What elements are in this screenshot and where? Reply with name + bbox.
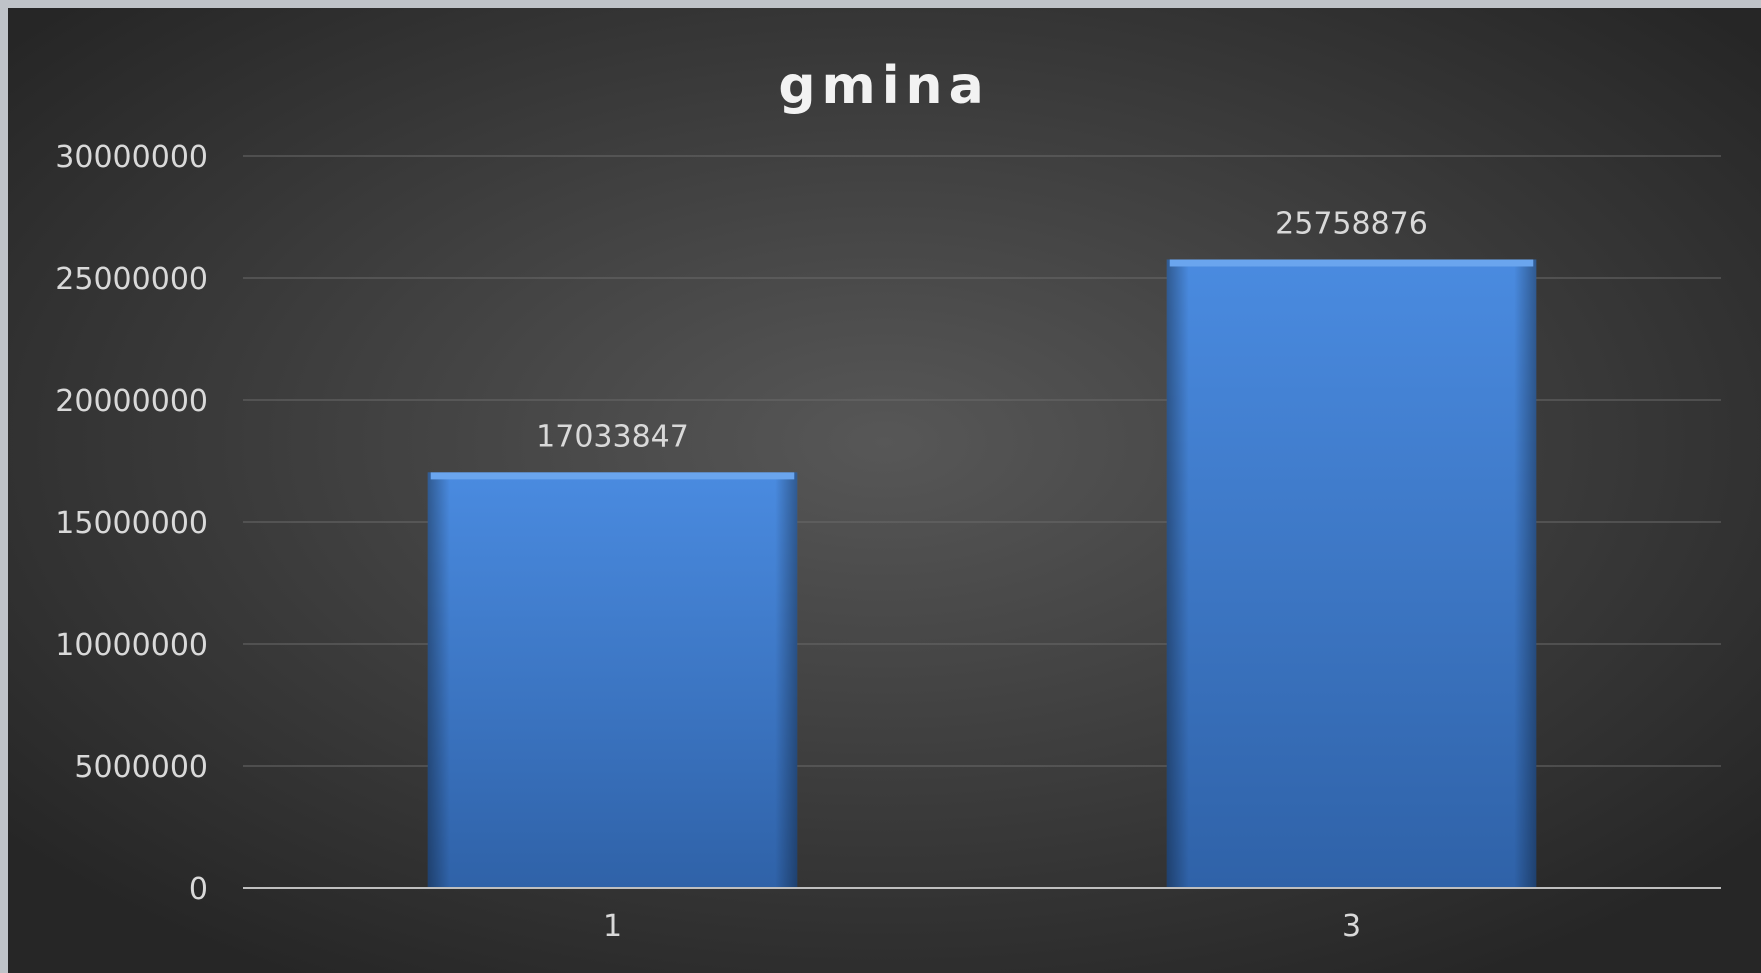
bar-1 — [427, 472, 798, 888]
y-tick-label: 0 — [189, 872, 208, 907]
y-tick-label: 10000000 — [55, 628, 208, 663]
bar-3 — [1166, 259, 1537, 889]
bar-top-highlight — [1169, 259, 1534, 267]
bar-top-highlight — [430, 472, 795, 480]
data-labels: 17033847 25758876 — [536, 206, 1428, 454]
bar-value-label: 17033847 — [536, 419, 689, 454]
y-tick-label: 5000000 — [74, 750, 208, 785]
x-tick-label: 3 — [1342, 909, 1361, 944]
bar-shading — [427, 472, 798, 888]
x-tick-label: 1 — [603, 909, 622, 944]
y-tick-label: 25000000 — [55, 262, 208, 297]
y-tick-label: 15000000 — [55, 506, 208, 541]
y-tick-label: 20000000 — [55, 384, 208, 419]
y-tick-label: 30000000 — [55, 140, 208, 175]
chart-title: gmina — [778, 56, 989, 116]
bar-value-label: 25758876 — [1275, 206, 1428, 241]
bars — [427, 259, 1537, 889]
y-axis-ticks: 0 5000000 10000000 15000000 20000000 25000000… — [55, 140, 208, 907]
chart-frame: gmina 0 5000000 10000000 15000000 20000000 25… — [8, 8, 1761, 973]
bar-shading — [1166, 259, 1537, 889]
bar-chart: gmina 0 5000000 10000000 15000000 20000000 25… — [8, 8, 1761, 973]
